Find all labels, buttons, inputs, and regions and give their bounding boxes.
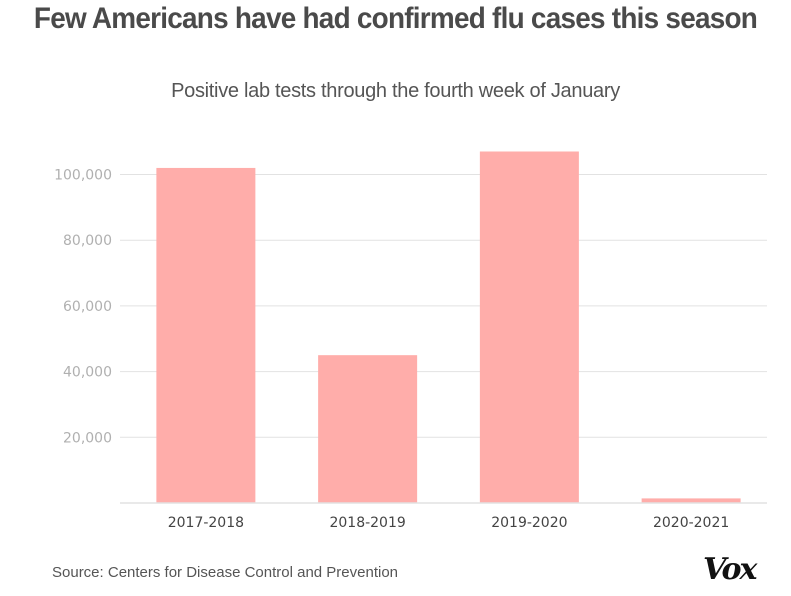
x-tick-label: 2017-2018: [168, 515, 244, 531]
y-tick-label: 100,000: [54, 168, 112, 184]
x-tick-label: 2019-2020: [491, 515, 567, 531]
x-tick-label: 2020-2021: [653, 515, 729, 531]
bar-2020-2021: [641, 498, 741, 503]
bar-2017-2018: [156, 167, 256, 503]
chart-subtitle: Positive lab tests through the fourth we…: [171, 80, 620, 102]
bar-2018-2019: [318, 355, 418, 503]
y-axis-ticks: 20,000 40,000 60,000 80,000 100,000: [54, 168, 112, 447]
x-axis-ticks: 2017-2018 2018-2019 2019-2020 2020-2021: [168, 515, 730, 531]
bar-2019-2020: [479, 151, 579, 503]
vox-logo: Vox: [703, 552, 757, 587]
bars: [156, 151, 741, 503]
x-tick-label: 2018-2019: [329, 515, 405, 531]
y-tick-label: 20,000: [63, 430, 112, 446]
source-note: Source: Centers for Disease Control and …: [52, 564, 399, 581]
y-tick-label: 40,000: [63, 365, 112, 381]
y-tick-label: 60,000: [63, 299, 112, 315]
y-tick-label: 80,000: [63, 233, 112, 249]
chart-title: Few Americans have had confirmed flu cas…: [33, 2, 758, 35]
